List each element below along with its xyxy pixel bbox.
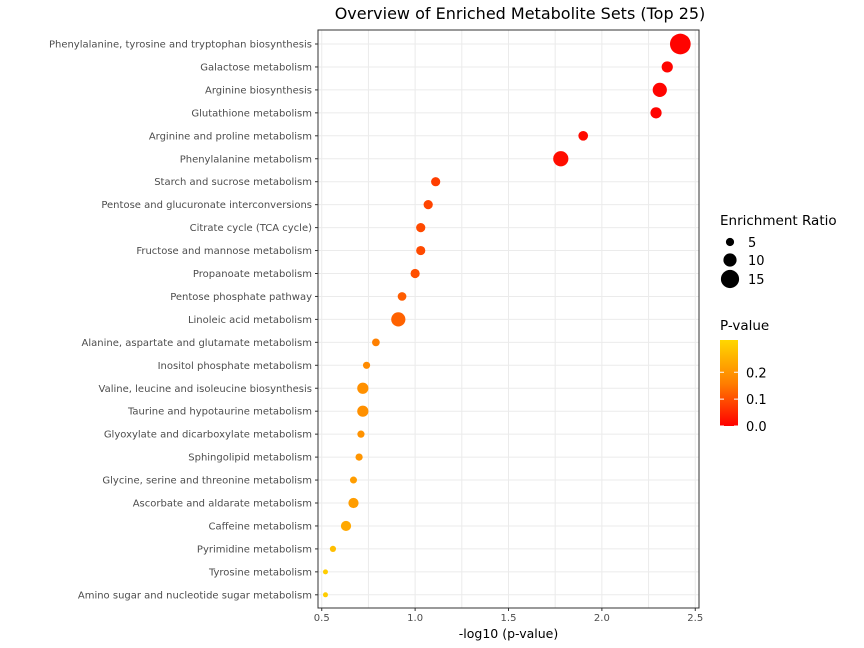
data-point (397, 292, 407, 301)
y-tick-label: Inositol phosphate metabolism (158, 361, 312, 372)
y-tick-label: Valine, leucine and isoleucine biosynthe… (99, 384, 312, 395)
data-point (349, 476, 357, 484)
data-point (362, 361, 371, 369)
data-point (322, 569, 328, 575)
y-tick-label: Propanoate metabolism (193, 269, 312, 280)
x-tick-label: 1.0 (407, 613, 423, 624)
data-point (661, 61, 673, 73)
chart-title: Overview of Enriched Metabolite Sets (To… (335, 4, 706, 23)
x-axis-label: -log10 (p-value) (459, 626, 558, 641)
color-legend-label: 0.1 (746, 393, 767, 408)
color-legend-title: P-value (720, 318, 769, 334)
x-axis-ticks: 0.5 1.0 1.5 2.0 2.5 (314, 608, 703, 624)
data-point (391, 312, 406, 327)
y-tick-label: Arginine biosynthesis (205, 85, 312, 96)
y-tick-label: Arginine and proline metabolism (149, 131, 312, 142)
y-tick-label: Ascorbate and aldarate metabolism (133, 499, 312, 510)
y-tick-label: Galactose metabolism (200, 62, 312, 73)
data-point (416, 245, 426, 256)
color-legend: P-value 0.2 0.1 0.0 (720, 318, 769, 435)
y-tick-label: Glycine, serine and threonine metabolism (102, 476, 312, 487)
data-point (423, 200, 433, 210)
size-legend-dot (725, 237, 735, 247)
data-point (340, 520, 352, 532)
y-tick-label: Phenylalanine metabolism (180, 154, 312, 165)
data-point (578, 130, 589, 141)
data-point (322, 592, 328, 598)
y-tick-label: Alanine, aspartate and glutamate metabol… (82, 338, 312, 349)
y-tick-label: Tyrosine metabolism (208, 567, 312, 578)
data-point (348, 497, 359, 509)
data-point (650, 107, 662, 119)
y-tick-label: Caffeine metabolism (208, 521, 312, 532)
size-legend-label: 10 (748, 254, 765, 269)
y-tick-label: Linoleic acid metabolism (188, 315, 312, 326)
data-point (652, 82, 667, 97)
data-point (329, 545, 337, 553)
data-point (357, 430, 365, 438)
y-tick-label: Pentose phosphate pathway (170, 292, 312, 303)
size-legend-dot (723, 253, 737, 267)
data-point (431, 177, 441, 187)
color-legend-label: 0.0 (746, 420, 767, 435)
x-tick-label: 1.5 (501, 613, 517, 624)
size-legend: Enrichment Ratio 5 10 15 (720, 213, 837, 289)
data-point (357, 382, 369, 394)
y-tick-label: Pentose and glucuronate interconversions (101, 200, 312, 211)
size-legend-title: Enrichment Ratio (720, 213, 837, 229)
data-point (357, 405, 369, 417)
y-tick-label: Citrate cycle (TCA cycle) (190, 223, 312, 234)
y-tick-label: Sphingolipid metabolism (188, 453, 312, 464)
data-point (372, 338, 380, 347)
grid-lines (318, 30, 699, 608)
size-legend-label: 15 (748, 273, 765, 288)
data-point (355, 453, 363, 461)
y-tick-label: Glyoxylate and dicarboxylate metabolism (104, 430, 312, 441)
y-axis-labels: Phenylalanine, tyrosine and tryptophan b… (49, 40, 318, 601)
y-tick-label: Phenylalanine, tyrosine and tryptophan b… (49, 40, 312, 51)
size-legend-dot (720, 269, 740, 289)
color-legend-bar (720, 340, 738, 426)
size-legend-label: 5 (748, 236, 756, 251)
data-point (416, 223, 426, 233)
x-tick-label: 2.0 (594, 613, 610, 624)
y-tick-label: Glutathione metabolism (191, 108, 312, 119)
data-point (410, 268, 420, 279)
data-point (669, 33, 691, 55)
y-tick-label: Starch and sucrose metabolism (154, 177, 312, 188)
y-tick-label: Pyrimidine metabolism (197, 544, 312, 555)
data-points (322, 33, 691, 598)
plot-panel-border (317, 29, 700, 609)
y-tick-label: Taurine and hypotaurine metabolism (127, 407, 312, 418)
x-tick-label: 0.5 (314, 613, 330, 624)
x-tick-label: 2.5 (687, 613, 703, 624)
data-point (553, 151, 569, 167)
color-legend-label: 0.2 (746, 366, 767, 381)
y-tick-label: Fructose and mannose metabolism (136, 246, 312, 257)
y-tick-label: Amino sugar and nucleotide sugar metabol… (78, 590, 312, 601)
